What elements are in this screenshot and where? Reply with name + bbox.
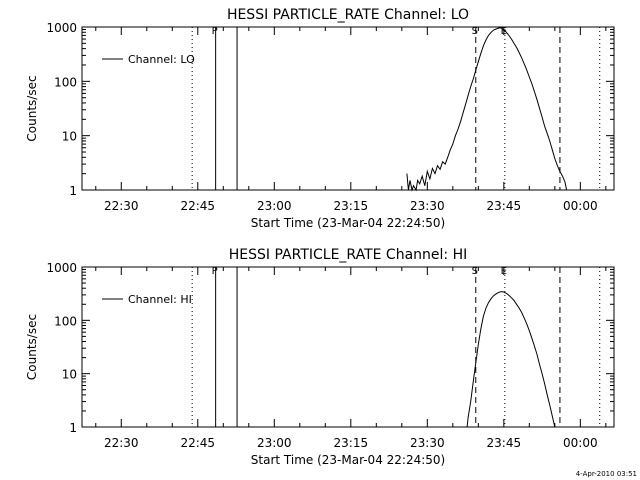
x-tick-label: 23:00 xyxy=(257,199,292,213)
y-tick-label: 1000 xyxy=(46,261,77,275)
y-tick-label: 10 xyxy=(62,130,77,144)
y-tick-label: 100 xyxy=(54,75,77,89)
x-tick-label: 22:45 xyxy=(180,436,215,450)
x-tick-label: 23:15 xyxy=(334,199,369,213)
y-tick-label: 10 xyxy=(62,368,77,382)
chart-title: HESSI PARTICLE_RATE Channel: LO xyxy=(227,7,469,23)
x-tick-label: 23:15 xyxy=(334,436,369,450)
y-axis-label: Counts/sec xyxy=(25,75,39,141)
time-marker-label: P xyxy=(212,266,218,277)
x-tick-label: 00:00 xyxy=(563,436,598,450)
x-axis-label: Start Time (23-Mar-04 22:24:50) xyxy=(251,453,445,467)
time-marker-label: P xyxy=(212,26,218,37)
chart-panel-2: HESSI PARTICLE_RATE Channel: HI Counts/se… xyxy=(25,247,615,467)
x-tick-label: 22:30 xyxy=(104,199,139,213)
time-marker-label: S xyxy=(472,266,478,277)
y-tick-label: 1000 xyxy=(46,21,77,35)
footer-timestamp: 4-Apr-2010 03:51 xyxy=(576,470,637,478)
x-tick-label: 23:00 xyxy=(257,436,292,450)
x-tick-label: 00:00 xyxy=(563,199,598,213)
x-tick-label: 22:45 xyxy=(180,199,215,213)
chart-title: HESSI PARTICLE_RATE Channel: HI xyxy=(229,247,467,263)
y-axis-label: Counts/sec xyxy=(25,314,39,380)
time-marker-label: E xyxy=(501,266,507,277)
plot-frame xyxy=(81,26,615,191)
x-tick-label: 22:30 xyxy=(104,436,139,450)
x-tick-label: 23:30 xyxy=(410,199,445,213)
x-tick-label: 23:45 xyxy=(487,199,522,213)
y-tick-label: 1 xyxy=(69,184,77,198)
y-tick-label: 1 xyxy=(69,421,77,435)
x-axis-label: Start Time (23-Mar-04 22:24:50) xyxy=(251,216,445,230)
legend-label: Channel: HI xyxy=(128,293,192,306)
time-marker-label: E xyxy=(501,26,507,37)
series-line xyxy=(466,291,556,428)
legend-label: Channel: LO xyxy=(128,53,195,66)
time-marker-label: S xyxy=(472,26,478,37)
x-tick-label: 23:45 xyxy=(487,436,522,450)
y-tick-label: 100 xyxy=(54,314,77,328)
plot-frame xyxy=(81,266,615,428)
series-line xyxy=(406,27,568,192)
x-tick-label: 23:30 xyxy=(410,436,445,450)
chart-panel-1: HESSI PARTICLE_RATE Channel: LO Counts/se… xyxy=(25,7,615,230)
